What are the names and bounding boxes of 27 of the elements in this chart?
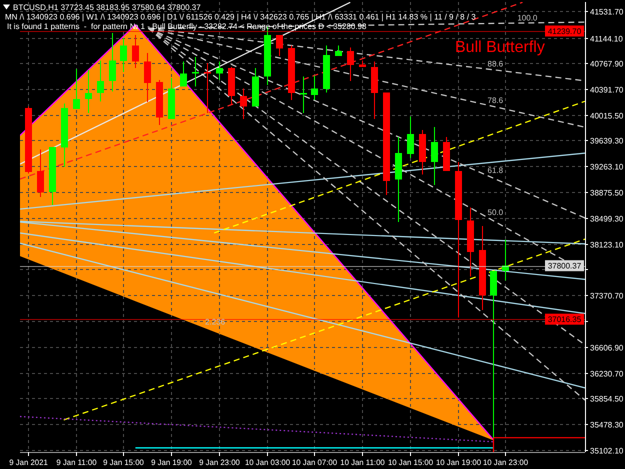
annotation: 78.6 [488, 96, 504, 105]
y-tick-label: 39263.10 [590, 162, 624, 171]
y-tick-label: 38123.10 [590, 240, 624, 249]
y-tick-label: 36606.90 [590, 343, 624, 352]
y-tick-label: 38875.50 [590, 188, 624, 197]
y-tick-label: 35478.30 [590, 420, 624, 429]
y-tick-label: 40391.70 [590, 85, 624, 94]
ref-line-label: 37016.35 [548, 314, 582, 324]
annotation: 88.6 [488, 60, 504, 69]
y-tick-label: 41531.70 [590, 7, 624, 16]
ref-line-label: 41239.70 [548, 26, 582, 36]
y-tick-label: 36230.70 [590, 369, 624, 378]
chart-title: BTCUSD,H1 37723.45 38183.95 37580.64 37800.37 [13, 2, 202, 12]
annotation: 61.8 [488, 166, 504, 176]
annotation: Bull Butterfly [455, 38, 545, 56]
y-tick-label: 40767.90 [590, 59, 624, 68]
y-tick-label: 35854.50 [590, 394, 624, 403]
y-tick-label: 40015.50 [590, 111, 624, 120]
y-tick-label: 35102.10 [590, 446, 624, 455]
annotation: 100.0 [517, 13, 538, 22]
y-tick-label: 39639.30 [590, 136, 624, 145]
y-tick-label: 41144.10 [590, 34, 624, 43]
annotation: 50.0 [488, 208, 504, 217]
annotation: 2.236 [205, 318, 226, 327]
y-tick-label: 37370.70 [590, 291, 624, 300]
y-tick-label: 38499.30 [590, 214, 624, 223]
ref-line-label: 37800.37 [548, 261, 582, 270]
